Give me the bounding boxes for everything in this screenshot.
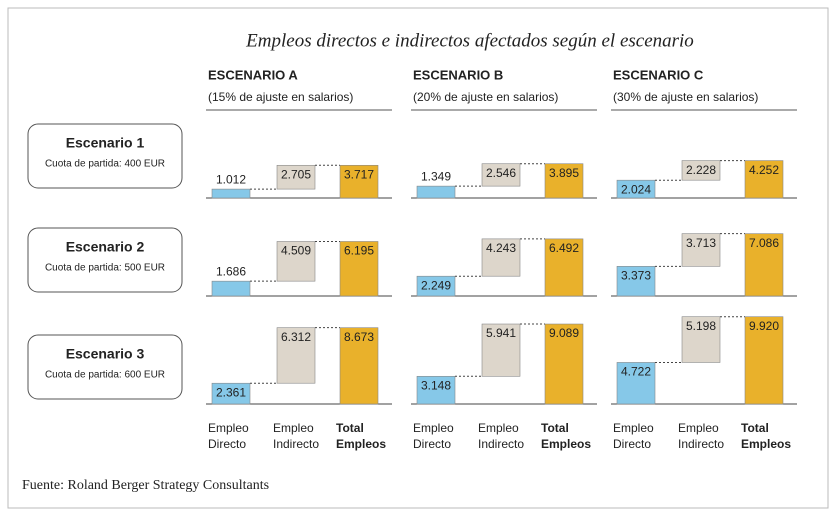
bar — [481, 323, 521, 377]
category-label: Empleo Indirecto — [678, 421, 725, 451]
bar — [744, 316, 784, 405]
value-label: 4.509 — [281, 244, 311, 258]
value-label: 4.243 — [486, 241, 516, 255]
category-label: Empleo Indirecto — [478, 421, 525, 451]
value-label: 3.148 — [421, 378, 451, 392]
value-label: 9.089 — [549, 326, 579, 340]
category-label: Empleo Directo — [413, 421, 454, 451]
value-label: 1.686 — [216, 264, 246, 278]
bar — [416, 275, 456, 297]
bar — [544, 163, 584, 199]
category-label: Empleo Directo — [613, 421, 654, 451]
bar — [681, 316, 721, 363]
row-title: Escenario 3 — [66, 346, 145, 362]
column-subtitle: (30% de ajuste en salarios) — [613, 90, 758, 104]
category-label: Empleo Indirecto — [273, 421, 320, 451]
bar — [276, 327, 316, 384]
bar — [339, 327, 379, 405]
value-label: 5.941 — [486, 326, 516, 340]
category-label: Total Empleos — [541, 421, 592, 451]
value-label: 2.024 — [621, 182, 651, 196]
value-label: 3.895 — [549, 166, 579, 180]
value-label: 6.312 — [281, 330, 311, 344]
value-label: 6.195 — [344, 244, 374, 258]
row-subtitle: Cuota de partida: 400 EUR — [45, 159, 165, 170]
bar — [211, 188, 251, 199]
bar — [681, 233, 721, 267]
bar — [416, 375, 456, 405]
column-subtitle: (15% de ajuste en salarios) — [208, 90, 353, 104]
bar — [616, 179, 656, 199]
row-box — [27, 123, 183, 189]
value-label: 2.546 — [486, 166, 516, 180]
value-label: 8.673 — [344, 330, 374, 344]
value-label: 1.012 — [216, 172, 246, 186]
column-subtitle: (20% de ajuste en salarios) — [413, 90, 558, 104]
bar — [744, 233, 784, 297]
column-title: ESCENARIO A — [208, 67, 298, 82]
value-label: 2.249 — [421, 278, 451, 292]
bar — [481, 238, 521, 277]
bar — [211, 382, 251, 405]
bar — [339, 241, 379, 297]
value-label: 3.717 — [344, 167, 374, 181]
row-subtitle: Cuota de partida: 500 EUR — [45, 263, 165, 274]
chart-title: Empleos directos e indirectos afectados … — [245, 30, 694, 51]
value-label: 3.713 — [686, 236, 716, 250]
value-label: 2.361 — [216, 385, 246, 399]
bar — [211, 280, 251, 297]
value-label: 6.492 — [549, 241, 579, 255]
category-label: Total Empleos — [741, 421, 792, 451]
row-box — [27, 227, 183, 293]
value-label: 4.722 — [621, 365, 651, 379]
column-title: ESCENARIO B — [413, 67, 503, 82]
row-title: Escenario 1 — [66, 135, 145, 151]
value-label: 9.920 — [749, 319, 779, 333]
bar — [276, 164, 316, 190]
category-label: Empleo Directo — [208, 421, 249, 451]
bar — [339, 164, 379, 199]
category-label: Total Empleos — [336, 421, 387, 451]
bar — [616, 266, 656, 297]
source: Fuente: Roland Berger Strategy Consultan… — [22, 478, 269, 493]
value-label: 5.198 — [686, 319, 716, 333]
bar — [276, 241, 316, 282]
bar — [616, 362, 656, 405]
value-label: 2.228 — [686, 163, 716, 177]
value-label: 2.705 — [281, 167, 311, 181]
bar — [544, 238, 584, 297]
value-label: 1.349 — [421, 169, 451, 183]
row-title: Escenario 2 — [66, 239, 145, 255]
column-title: ESCENARIO C — [613, 67, 704, 82]
value-label: 7.086 — [749, 236, 779, 250]
bar — [681, 160, 721, 181]
row-box — [27, 334, 183, 400]
bar — [744, 160, 784, 199]
value-label: 4.252 — [749, 163, 779, 177]
bar — [544, 323, 584, 405]
frame — [7, 7, 829, 509]
value-label: 3.373 — [621, 268, 651, 282]
bar — [481, 163, 521, 187]
bar — [416, 185, 456, 199]
row-subtitle: Cuota de partida: 600 EUR — [45, 370, 165, 381]
